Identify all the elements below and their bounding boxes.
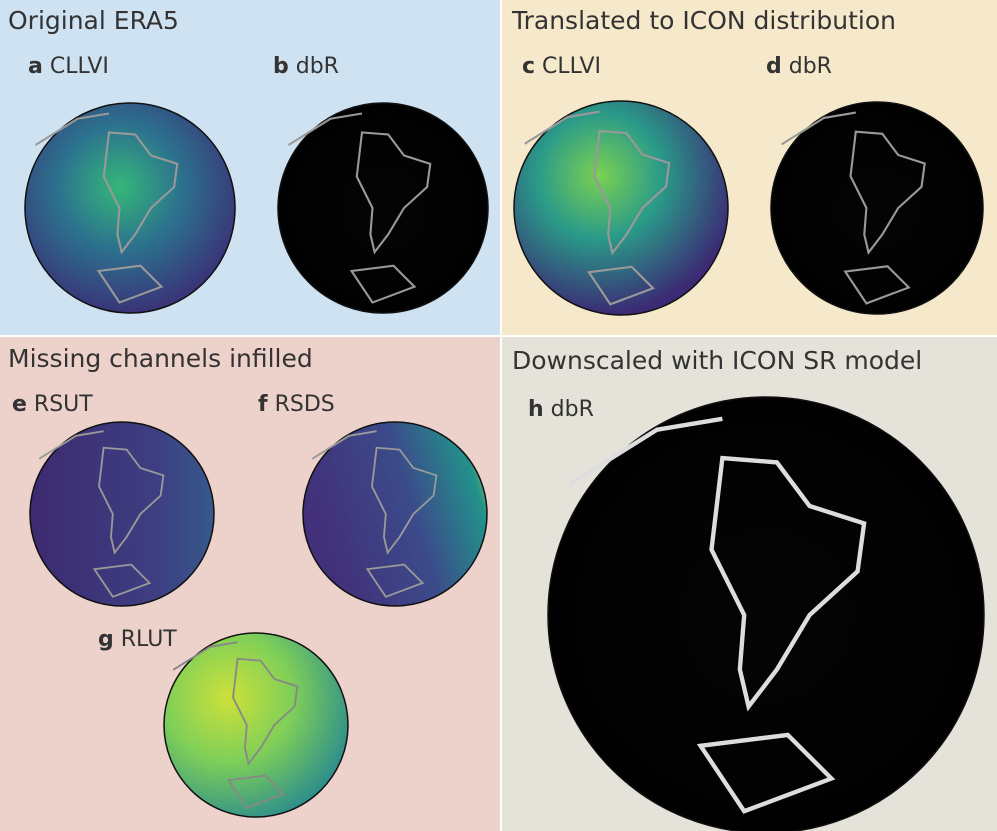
panel-letter: e bbox=[12, 392, 27, 417]
panel-letter: h bbox=[528, 397, 544, 422]
panel-letter: b bbox=[273, 54, 289, 79]
panel-label: e RSUT bbox=[12, 392, 93, 417]
panel-name: RSDS bbox=[275, 392, 335, 417]
quadrant-title: Missing channels infilled bbox=[8, 344, 313, 373]
panel-name: dbR bbox=[789, 54, 832, 79]
quadrant-title: Downscaled with ICON SR model bbox=[512, 346, 922, 375]
globe bbox=[163, 632, 349, 818]
panel-space bbox=[27, 392, 34, 417]
quadrant-title: Translated to ICON distribution bbox=[511, 6, 896, 35]
globe bbox=[513, 100, 729, 316]
panel-letter: d bbox=[766, 54, 782, 79]
panel-label: c CLLVI bbox=[522, 54, 601, 79]
panel-label: b dbR bbox=[273, 54, 339, 79]
globe bbox=[770, 101, 984, 315]
globe bbox=[277, 102, 489, 314]
panel-name: dbR bbox=[551, 397, 594, 422]
panel-space bbox=[289, 54, 296, 79]
panel-letter: f bbox=[258, 392, 268, 417]
panel-label: d dbR bbox=[766, 54, 832, 79]
panel-label: f RSDS bbox=[258, 392, 335, 417]
panel-space bbox=[114, 627, 121, 652]
panel-space bbox=[782, 54, 789, 79]
panel-name: RSUT bbox=[34, 392, 93, 417]
globe bbox=[24, 102, 236, 314]
panel-name: RLUT bbox=[121, 627, 178, 652]
panel-space bbox=[43, 54, 50, 79]
panel-letter: g bbox=[98, 627, 114, 652]
globe bbox=[547, 396, 985, 831]
panel-letter: a bbox=[28, 54, 43, 79]
panel-label: a CLLVI bbox=[28, 54, 109, 79]
panel-space bbox=[535, 54, 542, 79]
globe bbox=[29, 421, 215, 607]
panel-space bbox=[268, 392, 275, 417]
panel-label: g RLUT bbox=[98, 627, 177, 652]
quadrant-title: Original ERA5 bbox=[8, 6, 179, 35]
panel-letter: c bbox=[522, 54, 535, 79]
panel-name: dbR bbox=[296, 54, 339, 79]
panel-name: CLLVI bbox=[50, 54, 109, 79]
panel-space bbox=[544, 397, 551, 422]
panel-name: CLLVI bbox=[542, 54, 601, 79]
globe bbox=[302, 421, 488, 607]
panel-label: h dbR bbox=[528, 397, 594, 422]
